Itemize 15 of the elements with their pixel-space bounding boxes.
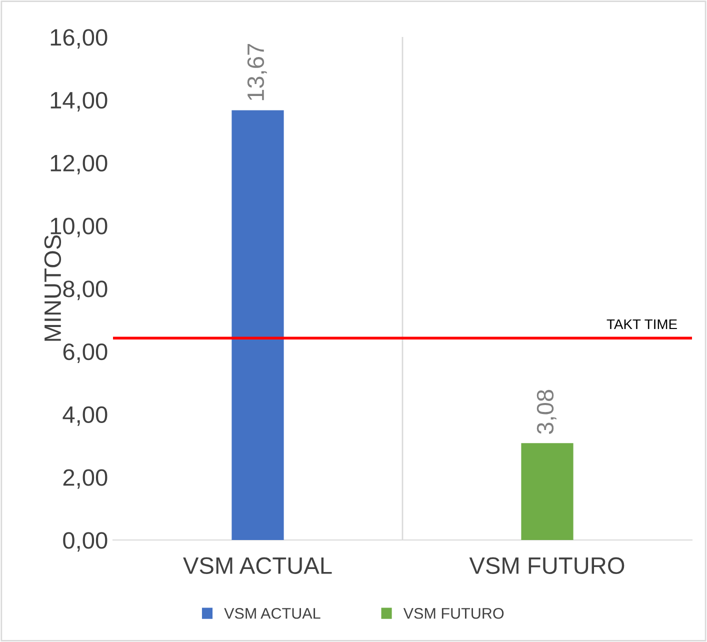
data-label: 3,08 — [536, 390, 556, 434]
y-tick-label: 4,00 — [62, 406, 108, 426]
y-tick-label: 12,00 — [50, 154, 108, 174]
y-tick-label: 10,00 — [50, 218, 108, 238]
y-axis-title: MINUTOS — [44, 235, 62, 341]
ref-line-label: TAKT TIME — [606, 319, 677, 329]
y-tick-label: 2,00 — [63, 469, 108, 489]
y-tick-label: 8,00 — [63, 280, 108, 300]
legend-label: VSM FUTURO — [403, 608, 504, 619]
legend-label: VSM ACTUAL — [224, 608, 320, 619]
y-tick-label: 0,00 — [63, 532, 108, 552]
y-tick-label: 16,00 — [50, 29, 108, 49]
y-tick-label: 6,00 — [63, 343, 108, 363]
data-label: 13,67 — [247, 44, 267, 100]
y-tick-label: 14,00 — [50, 92, 108, 112]
